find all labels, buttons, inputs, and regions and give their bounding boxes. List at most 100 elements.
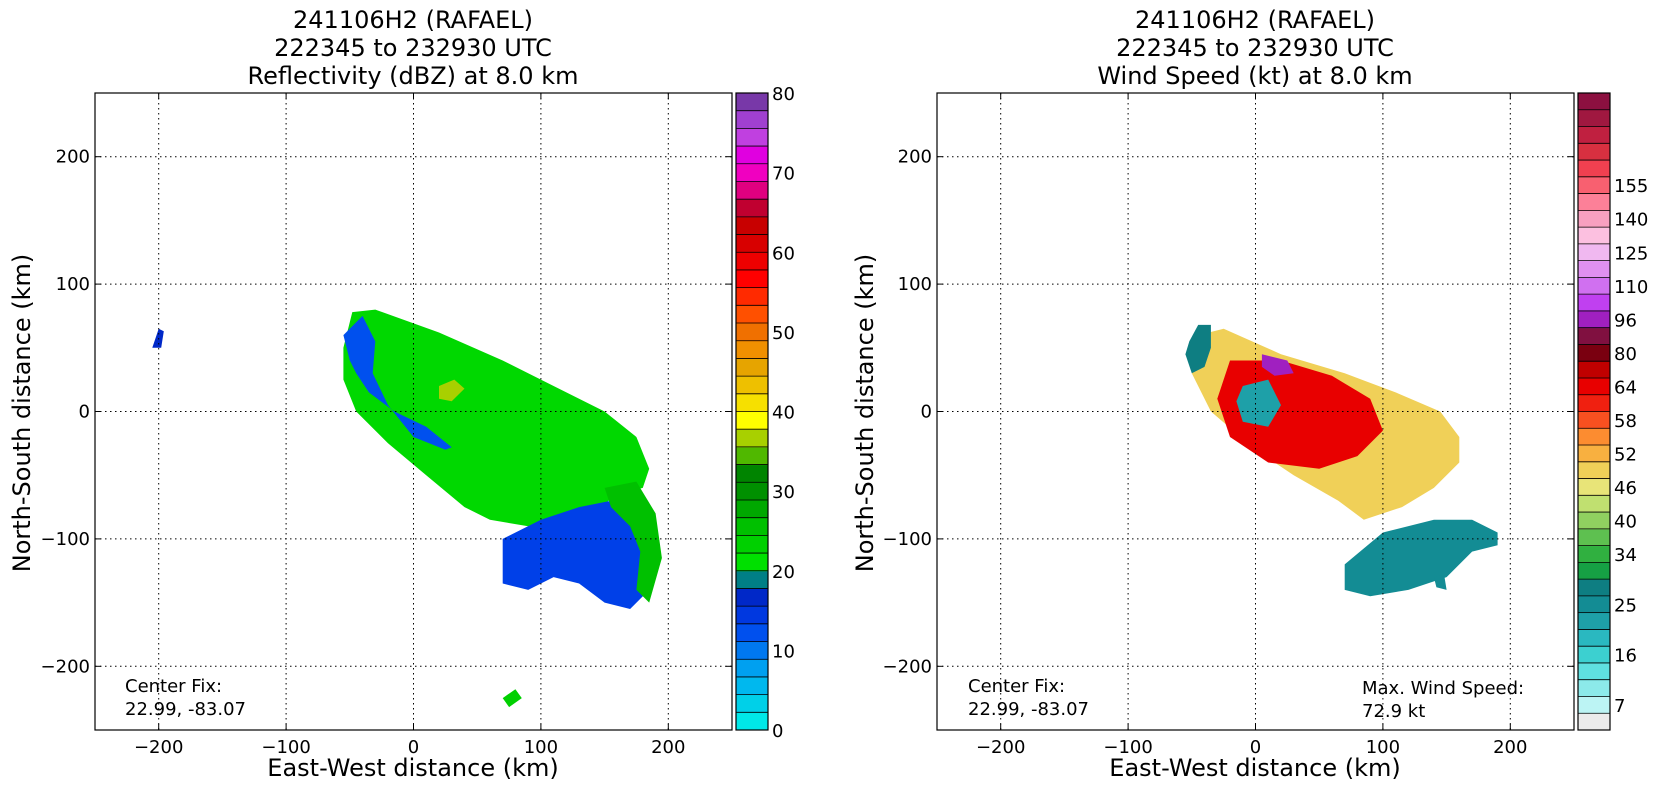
colorbar-bin bbox=[1578, 143, 1610, 161]
colorbar-tick-label: 125 bbox=[1614, 243, 1648, 264]
colorbar-bin bbox=[736, 446, 768, 466]
colorbar-bin bbox=[736, 623, 768, 643]
colorbar-bin bbox=[1578, 713, 1610, 731]
colorbar-tick-label: 20 bbox=[772, 562, 795, 583]
plot-area: −200 −100 0 100 200 −200 −100 0 100 200 bbox=[41, 92, 733, 758]
colorbar-bin bbox=[1578, 160, 1610, 178]
colorbar-tick-label: 46 bbox=[1614, 478, 1637, 499]
max-wind-label: Max. Wind Speed: bbox=[1362, 678, 1524, 699]
colorbar-bin bbox=[1578, 478, 1610, 496]
colorbar-bin bbox=[736, 146, 768, 165]
colorbar-bin bbox=[736, 269, 768, 289]
colorbar-bin bbox=[736, 181, 768, 200]
y-tick-label: 100 bbox=[56, 274, 90, 295]
y-tick-label: 100 bbox=[898, 274, 932, 295]
colorbar-bin bbox=[736, 376, 768, 395]
colorbar-bin bbox=[1578, 428, 1610, 446]
colorbar-tick-label: 10 bbox=[772, 641, 795, 662]
colorbar-tick-label: 70 bbox=[772, 164, 795, 185]
colorbar-bin bbox=[1578, 461, 1610, 480]
colorbar-bin bbox=[1578, 562, 1610, 580]
region-main-band bbox=[343, 309, 650, 527]
x-tick-label: 0 bbox=[1250, 737, 1261, 758]
y-tick-label: −100 bbox=[41, 529, 90, 550]
colorbar-tick-label: 110 bbox=[1614, 277, 1648, 298]
colorbar-bin bbox=[1578, 260, 1610, 278]
colorbar-bin bbox=[1578, 109, 1610, 128]
colorbar-tick-label: 50 bbox=[772, 323, 795, 344]
region-eye bbox=[1236, 379, 1281, 427]
panel-wind-speed: 241106H2 (RAFAEL) 222345 to 232930 UTC W… bbox=[851, 6, 1648, 782]
center-fix-value: 22.99, -83.07 bbox=[125, 699, 246, 720]
colorbar-bin bbox=[736, 323, 768, 342]
colorbar-bin bbox=[1578, 243, 1610, 262]
chart-title-line-1: 241106H2 (RAFAEL) bbox=[293, 6, 533, 34]
colorbar-bin bbox=[736, 252, 768, 271]
colorbar-bin bbox=[1578, 545, 1610, 563]
colorbar-bin bbox=[736, 216, 768, 236]
colorbar-bin bbox=[1578, 411, 1610, 429]
colorbar-bin bbox=[736, 535, 768, 554]
colorbar-bin bbox=[736, 517, 768, 536]
colorbar-tick-label: 96 bbox=[1614, 310, 1637, 331]
colorbar-bin bbox=[1578, 662, 1610, 681]
colorbar-bin bbox=[1578, 327, 1610, 345]
colorbar-bin bbox=[736, 641, 768, 660]
colorbar: 0 10 20 30 40 50 60 70 80 bbox=[735, 84, 795, 742]
region-isolated-cell-west bbox=[152, 328, 164, 348]
chart-title-line-2: 222345 to 232930 UTC bbox=[1116, 34, 1394, 62]
colorbar-tick-label: 60 bbox=[772, 243, 795, 264]
colorbar-tick-label: 58 bbox=[1614, 411, 1637, 432]
colorbar-bin bbox=[1578, 612, 1610, 630]
plot-area: −200 −100 0 100 200 −200 −100 0 100 200 bbox=[883, 92, 1575, 758]
region-core bbox=[439, 379, 465, 402]
colorbar-bin bbox=[736, 128, 768, 147]
panel-reflectivity: 241106H2 (RAFAEL) 222345 to 232930 UTC R… bbox=[8, 6, 795, 782]
colorbar-frame bbox=[1577, 92, 1611, 731]
center-fix-label: Center Fix: bbox=[125, 676, 222, 697]
colorbar-bin bbox=[1578, 394, 1610, 412]
x-tick-label: −200 bbox=[134, 737, 183, 758]
colorbar-tick-label: 52 bbox=[1614, 444, 1637, 465]
colorbar-bin bbox=[1578, 344, 1610, 362]
colorbar-tick-label: 64 bbox=[1614, 377, 1637, 398]
colorbar-bin bbox=[1578, 176, 1610, 195]
colorbar-bin bbox=[736, 499, 768, 519]
y-axis-label: North-South distance (km) bbox=[8, 254, 36, 573]
y-axis-label: North-South distance (km) bbox=[851, 254, 879, 573]
colorbar-bin bbox=[736, 110, 768, 129]
colorbar-bin bbox=[736, 340, 768, 359]
colorbar-bin bbox=[736, 676, 768, 696]
chart-title-line-3: Reflectivity (dBZ) at 8.0 km bbox=[248, 62, 579, 90]
colorbar-tick-label: 140 bbox=[1614, 210, 1648, 231]
x-tick-label: −100 bbox=[261, 737, 310, 758]
colorbar-bin bbox=[736, 199, 768, 218]
x-tick-label: 200 bbox=[651, 737, 685, 758]
region-isolated-cell-south bbox=[1433, 574, 1447, 590]
region-western-edge bbox=[1185, 324, 1211, 374]
colorbar-bin bbox=[736, 712, 768, 731]
center-fix-value: 22.99, -83.07 bbox=[968, 699, 1089, 720]
colorbar-bin bbox=[736, 429, 768, 448]
colorbar-bin bbox=[1578, 679, 1610, 697]
colorbar-bin bbox=[736, 358, 768, 377]
colorbar-bin bbox=[1578, 193, 1610, 211]
center-fix-label: Center Fix: bbox=[968, 676, 1065, 697]
chart-title-line-3: Wind Speed (kt) at 8.0 km bbox=[1097, 62, 1412, 90]
colorbar-tick-label: 155 bbox=[1614, 176, 1648, 197]
colorbar-bin bbox=[1578, 126, 1610, 144]
colorbar-bin bbox=[736, 570, 768, 589]
x-tick-label: 100 bbox=[1366, 737, 1400, 758]
colorbar-tick-label: 80 bbox=[772, 84, 795, 105]
colorbar-bin bbox=[736, 606, 768, 625]
colorbar-bin bbox=[1578, 512, 1610, 530]
y-tick-label: −100 bbox=[883, 529, 932, 550]
colorbar-tick-label: 7 bbox=[1614, 696, 1625, 717]
colorbar-bin bbox=[1578, 361, 1610, 379]
y-tick-label: −200 bbox=[883, 656, 932, 677]
colorbar-bin bbox=[1578, 93, 1610, 111]
colorbar-tick-label: 34 bbox=[1614, 545, 1637, 566]
x-tick-label: 100 bbox=[524, 737, 558, 758]
colorbar-bin bbox=[736, 163, 768, 182]
colorbar-bin bbox=[1578, 646, 1610, 664]
